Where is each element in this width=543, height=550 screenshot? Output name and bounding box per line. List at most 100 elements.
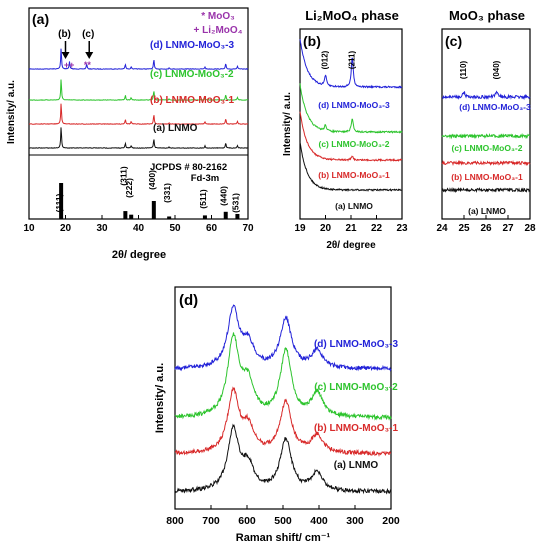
panel-d-xtick-label-6: 200: [382, 515, 400, 527]
panel-a-series-3: [29, 127, 249, 149]
panel-d-series-0: [174, 304, 392, 372]
panel-a-series-2: [28, 103, 249, 125]
panel-b-series-label-2: (b) LNMO-MoO₃-1: [318, 170, 390, 180]
panel-a-ref-stick-6: [223, 211, 228, 219]
panel-c-series-3: [441, 186, 531, 194]
panel-c-series-1: [441, 132, 531, 140]
panel-a-series-label-2: (b) LNMO-MoO₃-1: [150, 95, 234, 106]
panel-b-series-label-1: (c) LNMO-MoO₃-2: [319, 139, 390, 149]
panel-c-xtick-label-2: 26: [480, 223, 492, 234]
panel-a-xtick-label-5: 60: [206, 223, 218, 234]
panel-c-series-label-2: (b) LNMO-MoO₃-1: [451, 172, 523, 182]
panel-d-series-1: [174, 332, 392, 421]
panel-b-series-0: [299, 38, 403, 90]
panel-d-series-3: [174, 423, 392, 495]
panel-b-label: (b): [303, 33, 321, 49]
panel-b-xtick-label-0: 19: [294, 223, 306, 234]
panel-a-marker-0: ++: [64, 60, 75, 70]
panel-d-series-label-2: (b) LNMO-MoO₃-1: [314, 423, 398, 434]
panel-a-ref-stick-4: [167, 216, 172, 219]
panel-a-marker-1: **: [84, 60, 92, 70]
panel-b-xtick-label-4: 23: [396, 223, 408, 234]
panel-c-series-2: [441, 159, 531, 167]
panel-a-ref-hkl-4: (331): [162, 183, 172, 203]
panel-a-label: (a): [32, 11, 49, 27]
panel-b-title: Li₂MoO₄ phase: [305, 8, 399, 23]
panel-d-xtick-label-2: 600: [238, 515, 256, 527]
panel-d-series-label-3: (a) LNMO: [334, 460, 379, 471]
panel-c-series-label-1: (c) LNMO-MoO₃-2: [452, 143, 523, 153]
panel-d-frame: [174, 286, 392, 510]
panel-b-xtick-label-2: 21: [345, 223, 357, 234]
panel-c: MoO₃ phase (c) (d) LNMO-MoO₃-3 (c) LNMO-MoO…: [436, 8, 536, 234]
panel-a-series-0: [28, 48, 249, 70]
panel-d-label: (d): [179, 292, 198, 309]
panel-c-xtick-label-1: 25: [458, 223, 470, 234]
panel-a-ref-stick-5: [202, 215, 207, 219]
panel-c-xtick-label-3: 27: [502, 223, 514, 234]
panel-c-series-0: [441, 90, 531, 101]
panel-a: (a) * MoO₃ + Li₂MoO₄ (b) (c) (d) LNMO-MoO₃-3 +…: [6, 7, 254, 261]
panel-a-ref-hkl-5: (511): [198, 189, 208, 209]
panel-b-series-1: [299, 83, 403, 134]
panel-a-ref-stick-0: [59, 183, 64, 219]
panel-a-ref-hkl-1: (311): [118, 166, 128, 186]
panel-a-arrow-label-1: (c): [82, 29, 94, 40]
panel-a-series-1: [28, 79, 248, 101]
panel-a-note-moo3: * MoO₃: [201, 11, 235, 22]
panel-b-xtick-label-1: 20: [320, 223, 332, 234]
panel-a-xtick-label-4: 50: [169, 223, 181, 234]
panel-c-xtick-label-0: 24: [436, 223, 448, 234]
panel-c-xtick-label-4: 28: [524, 223, 536, 234]
panel-a-ylabel: Intensity/ a.u.: [6, 80, 17, 144]
panel-b-series-label-0: (d) LNMO-MoO₃-3: [318, 100, 390, 110]
panel-c-series-label-3: (a) LNMO: [468, 206, 506, 216]
panel-b-xtick-label-3: 22: [371, 223, 383, 234]
panel-d-series-2: [174, 386, 391, 457]
panel-b-series-2: [299, 111, 403, 163]
panel-a-xtick-label-3: 40: [133, 223, 145, 234]
panel-b-series-label-3: (a) LNMO: [335, 201, 373, 211]
panel-d-xtick-label-0: 800: [166, 515, 184, 527]
panel-a-ref-label-1: JCPDS # 80-2162: [150, 162, 227, 173]
panel-d-series-label-0: (d) LNMO-MoO₃-3: [314, 339, 398, 350]
panel-a-ref-label-2: Fd-3m: [191, 173, 220, 184]
panel-b-peak-label-1: (211): [347, 51, 356, 70]
panel-d: (d) (d) LNMO-MoO₃-3 (c) LNMO-MoO₃-2 (b) LNM…: [154, 286, 400, 544]
panel-a-ref-hkl-3: (400): [147, 170, 157, 190]
panel-d-series-label-1: (c) LNMO-MoO₃-2: [314, 382, 398, 393]
panel-a-xlabel: 2θ/ degree: [112, 249, 166, 261]
panel-a-ref-hkl-6: (440): [219, 186, 229, 206]
panel-a-series-label-1: (c) LNMO-MoO₃-2: [150, 69, 234, 80]
panel-a-arrow-label-0: (b): [58, 29, 71, 40]
panel-a-xtick-label-1: 20: [60, 223, 72, 234]
panel-a-ref-hkl-0: (111): [54, 193, 64, 212]
panel-c-label: (c): [445, 33, 462, 49]
panel-a-series-label-0: (d) LNMO-MoO₃-3: [150, 40, 234, 51]
panel-a-xtick-label-0: 10: [23, 223, 35, 234]
panel-c-title: MoO₃ phase: [449, 8, 525, 23]
panel-b-peak-label-0: (012): [321, 50, 330, 69]
panel-d-ylabel: Intensity/ a.u.: [154, 363, 166, 433]
panel-d-xtick-label-3: 500: [274, 515, 292, 527]
panel-d-xtick-label-4: 400: [310, 515, 328, 527]
panel-a-arrow-head-1: [85, 52, 94, 59]
panel-d-xtick-label-5: 300: [346, 515, 364, 527]
panel-a-ref-stick-2: [129, 214, 134, 219]
panel-a-xtick-label-6: 70: [242, 223, 254, 234]
panel-a-arrow-head-0: [61, 52, 70, 59]
panel-a-ref-hkl-2: (222): [124, 178, 134, 198]
panel-a-ref-hkl-7: (531): [230, 193, 240, 213]
panel-b-series-3: [299, 142, 403, 193]
panel-a-series-label-3: (a) LNMO: [153, 123, 198, 134]
panel-a-note-li2moo4: + Li₂MoO₄: [194, 25, 243, 36]
panel-b: Li₂MoO₄ phase (b) (d) LNMO-MoO₃-3 (c) LNMO-…: [282, 8, 408, 251]
panel-c-peak-label-0: (110): [459, 61, 468, 80]
panel-d-xtick-label-1: 700: [202, 515, 220, 527]
panel-a-ref-stick-3: [151, 201, 156, 219]
panel-c-peak-label-1: (040): [492, 60, 501, 79]
panel-d-xlabel: Raman shift/ cm⁻¹: [236, 532, 331, 544]
panel-b-ylabel: Intensity/ a.u.: [282, 92, 293, 156]
panel-a-xtick-label-2: 30: [96, 223, 108, 234]
